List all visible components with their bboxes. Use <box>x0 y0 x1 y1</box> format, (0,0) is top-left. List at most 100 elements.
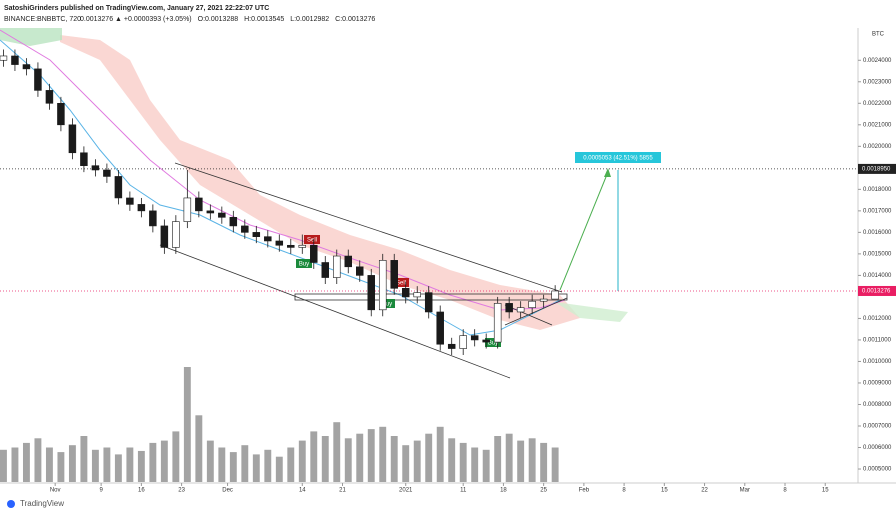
volume-bar <box>103 447 111 482</box>
y-tick-label: 0.0014000 <box>863 273 892 279</box>
candle-body <box>436 311 444 345</box>
channel-upper <box>174 162 563 293</box>
candle-body <box>160 225 169 248</box>
y-tick-label: 0.0017000 <box>863 208 892 214</box>
volume-bar <box>482 449 490 482</box>
x-tick-label: Dec <box>222 488 233 494</box>
y-tick-label: 0.0012000 <box>863 316 892 322</box>
volume-bar <box>321 436 329 482</box>
candle-body <box>68 124 77 154</box>
x-tick-label: 14 <box>299 488 306 494</box>
x-tick-label: 15 <box>822 488 829 494</box>
signal-label: Buy <box>382 302 392 308</box>
volume-bar <box>0 449 7 482</box>
candle-body <box>424 292 433 313</box>
signal-box <box>393 278 409 287</box>
candle-body <box>0 55 8 61</box>
volume-bar <box>252 454 260 482</box>
candle-body <box>528 300 536 308</box>
candle-body <box>275 240 284 246</box>
candle-body <box>103 169 111 177</box>
y-tick-label: 0.0005000 <box>863 467 892 473</box>
signal-box <box>485 338 501 347</box>
volume-bar <box>413 440 421 482</box>
signal-label: Buy <box>488 341 498 347</box>
candle-body <box>91 165 100 171</box>
cloud-green <box>0 28 62 46</box>
volume-bar <box>137 450 145 482</box>
candle-body <box>241 225 249 233</box>
candle-body <box>229 217 238 227</box>
x-tick-label: 23 <box>178 488 185 494</box>
volume-bar <box>356 433 364 482</box>
y-tick-label: 0.0020000 <box>863 144 892 150</box>
candle-body <box>206 210 215 214</box>
volume-bar <box>57 452 65 482</box>
volume-bar <box>344 438 352 482</box>
candle-body <box>551 290 559 300</box>
volume-bar <box>402 445 410 482</box>
price-label-box <box>858 163 896 174</box>
x-tick-label: 8 <box>783 488 787 494</box>
y-tick-label: 0.0009000 <box>863 381 892 387</box>
volume-bar <box>505 433 513 482</box>
candle-body <box>137 204 146 212</box>
volume-bar <box>287 447 295 482</box>
candle-body <box>126 197 134 205</box>
x-tick-label: 2021 <box>399 488 413 494</box>
candle-body <box>57 102 65 126</box>
candle-body <box>505 303 513 313</box>
y-tick-label: 0.0024000 <box>863 58 892 64</box>
candle-body <box>321 262 330 278</box>
candle-body <box>264 236 272 242</box>
x-tick-label: Mar <box>740 488 750 494</box>
candle-body <box>218 212 226 218</box>
ma-blue <box>0 39 561 336</box>
volume-bar <box>68 445 76 482</box>
candle-body <box>195 197 203 212</box>
y-tick-label: 0.0018000 <box>863 187 892 193</box>
brand-logo <box>7 500 15 508</box>
candle-body <box>183 197 192 222</box>
x-tick-label: 11 <box>460 488 467 494</box>
y-tick-label: 0.0021000 <box>863 122 892 128</box>
x-tick-label: 8 <box>622 488 626 494</box>
volume-bar <box>34 438 42 482</box>
volume-bar <box>91 449 99 482</box>
symbol: BINANCE:BNBBTC, 720 <box>4 16 81 23</box>
candle-body <box>401 288 410 298</box>
candle-body <box>390 260 398 289</box>
candle-body <box>80 152 88 166</box>
candle-body <box>459 335 467 349</box>
x-tick-label: 21 <box>339 488 346 494</box>
signal-label: Sell <box>396 281 406 287</box>
candle-body <box>114 176 123 199</box>
volume-bar <box>310 431 318 482</box>
price-label: 0.0013276 <box>862 289 891 295</box>
header: SatoshiGrinders published on TradingView… <box>4 5 269 12</box>
triangle-lower <box>504 297 568 326</box>
candle-body <box>367 275 375 311</box>
currency: BTC <box>872 32 885 38</box>
volume-bar <box>80 436 88 482</box>
volume-bar <box>11 447 19 482</box>
candle-body <box>22 64 31 70</box>
volume-bar <box>390 436 398 482</box>
x-tick-label: 16 <box>138 488 145 494</box>
price-label-box <box>858 285 896 296</box>
measure-label: 0.0005053 (42.51%) 5855 <box>583 156 653 162</box>
volume-bar <box>471 447 479 482</box>
volume-bar <box>275 456 283 482</box>
volume-bar <box>436 426 444 482</box>
x-tick-label: Nov <box>50 488 61 494</box>
brand: TradingView <box>20 499 64 508</box>
candle-body <box>34 68 42 91</box>
y-tick-label: 0.0007000 <box>863 424 892 430</box>
volume-bar <box>264 449 272 482</box>
candle-body <box>539 298 548 302</box>
y-tick-label: 0.0015000 <box>863 251 892 257</box>
candle-body <box>482 339 490 343</box>
candle-body <box>172 221 180 248</box>
